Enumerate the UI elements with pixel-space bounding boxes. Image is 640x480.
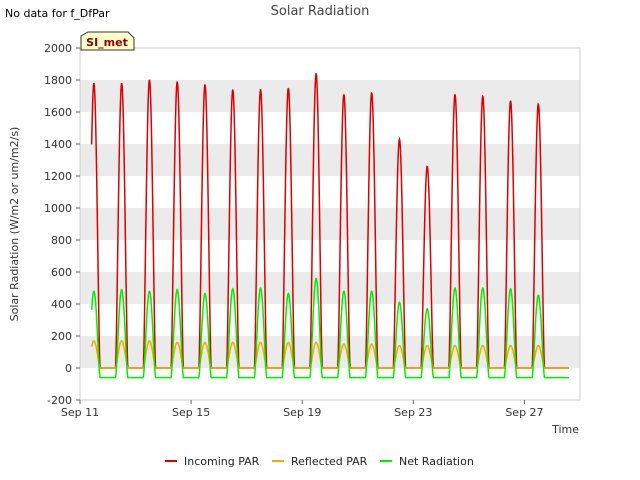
grid-band [80, 208, 580, 240]
grid-band [80, 240, 580, 272]
grid-band [80, 144, 580, 176]
y-tick-label: 600 [51, 266, 72, 279]
plot-frame [79, 47, 581, 401]
no-data-note: No data for f_DfPar [5, 7, 110, 20]
y-tick-label: 1400 [44, 138, 72, 151]
y-tick-label: 2000 [44, 42, 72, 55]
grid-band [80, 112, 580, 144]
x-tick-label: Sep 15 [172, 406, 210, 419]
legend-net-radiation: Net Radiation [380, 455, 474, 468]
grid-band [80, 336, 580, 368]
y-tick-label: 200 [51, 330, 72, 343]
y-tick-label: 800 [51, 234, 72, 247]
legend-label: Net Radiation [399, 455, 474, 468]
badge-label: SI_met [86, 36, 128, 49]
grid-band [80, 176, 580, 208]
legend-reflected-par: Reflected PAR [272, 455, 368, 468]
legend: Incoming PAR Reflected PAR Net Radiation [165, 455, 474, 468]
grid-band [80, 48, 580, 80]
x-tick-label: Sep 23 [394, 406, 432, 419]
site-badge: SI_met [80, 31, 135, 51]
y-tick-label: -200 [47, 394, 72, 407]
grid-band [80, 368, 580, 400]
y-axis-label: Solar Radiation (W/m2 or um/m2/s) [8, 127, 21, 322]
x-tick-label: Sep 11 [61, 406, 99, 419]
legend-label: Incoming PAR [184, 455, 260, 468]
grid-band [80, 272, 580, 304]
chart-title: Solar Radiation [271, 4, 370, 19]
legend-incoming-par: Incoming PAR [165, 455, 260, 468]
y-tick-label: 400 [51, 298, 72, 311]
x-tick-label: Sep 19 [283, 406, 321, 419]
net-radiation-line [90, 277, 569, 379]
x-tick-label: Sep 27 [505, 406, 543, 419]
legend-label: Reflected PAR [291, 455, 368, 468]
y-tick-label: 1800 [44, 74, 72, 87]
y-tick-label: 1000 [44, 202, 72, 215]
y-tick-label: 0 [65, 362, 72, 375]
grid-band [80, 80, 580, 112]
badge-box [80, 31, 135, 51]
grid-band [80, 304, 580, 336]
y-tick-label: 1200 [44, 170, 72, 183]
y-tick-label: 1600 [44, 106, 72, 119]
x-axis-label: Time [551, 423, 579, 436]
